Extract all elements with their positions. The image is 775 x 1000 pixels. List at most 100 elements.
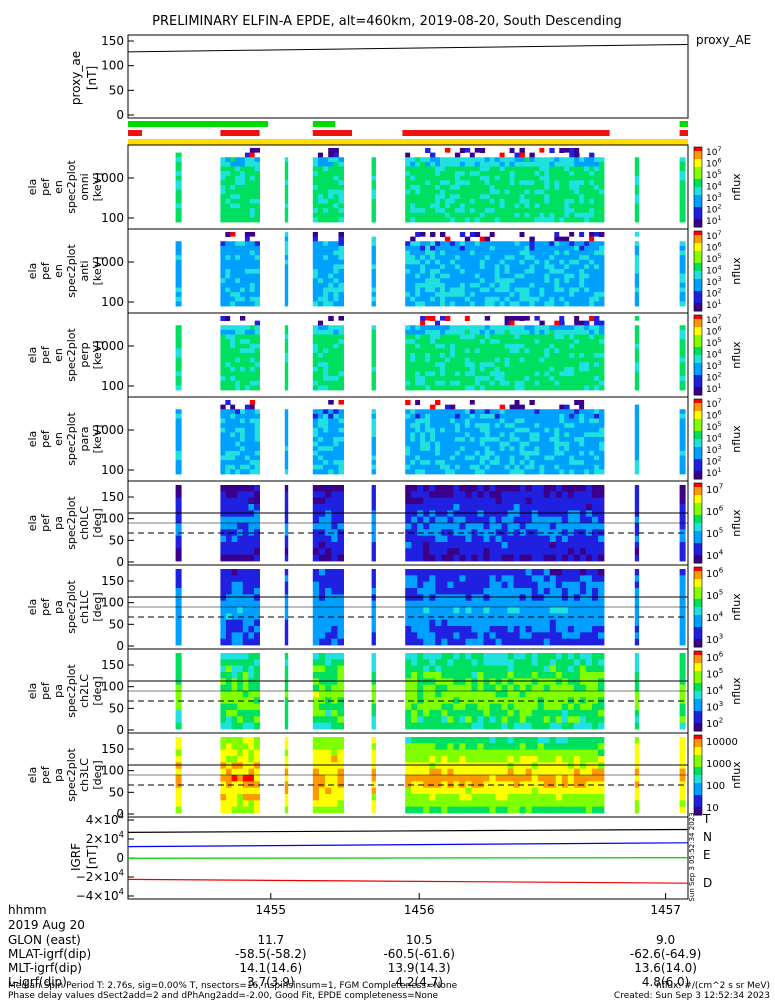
spectrogram-cell [235,278,241,284]
spectrogram-cell [589,418,595,424]
spectrogram-cell [634,432,640,438]
spectrogram-cell [333,385,339,391]
spectrogram-cell [573,554,581,562]
spectrogram-cell [504,161,510,167]
pa-tick-label: 0 [116,555,124,569]
spectrogram-cell [569,343,575,349]
spectrogram-cell [459,504,466,511]
spectrogram-cell [479,460,486,466]
spectrogram-cell [454,241,461,247]
spectrogram-cell [559,161,565,167]
spectrogram-cell [453,594,460,602]
spectrogram-cell [499,217,505,223]
spectrogram-cell [175,189,182,195]
spectrogram-cell [599,423,605,429]
spectrogram-cell [328,264,334,270]
spectrogram-cell [439,282,446,288]
spectrogram-cell [537,581,545,589]
spectrogram-cell [529,418,535,424]
spectrogram-cell [230,203,236,209]
spectrogram-cell [484,259,491,265]
spectrogram-cell [594,339,600,345]
spectrogram-cell [318,510,326,518]
spectrogram-cell [333,366,339,372]
spectrogram-cell [564,180,570,186]
spectrogram-cell [483,516,490,524]
spectrogram-cell [312,441,319,447]
spectrogram-cell [225,282,231,288]
spectrogram-cell [574,282,580,288]
spectrogram-cell [430,325,436,331]
spectrogram-cell [531,497,539,505]
spectrogram-cell [444,278,451,284]
spectrogram-cell [323,423,329,429]
spectrogram-cell [284,665,289,673]
spectrogram-cell [584,212,590,218]
spectrogram-cell [226,665,232,673]
spectrogram-cell [599,437,605,443]
spectrogram-cell [574,287,580,293]
spectrogram-cell [254,282,260,288]
spectrogram-cell [459,175,466,181]
spectrogram-cell [501,554,509,562]
spectrogram-cell [559,357,565,363]
spectrogram-cell [225,329,231,335]
spectrogram-cell [584,348,590,354]
spectrogram-cell [531,523,539,530]
spectrogram-cell [449,212,456,218]
spectrogram-cell [323,460,329,466]
spectrogram-cell [504,259,510,265]
spectrogram-cell [254,366,260,372]
spectrogram-cell [519,232,525,238]
spectrogram-cell [499,455,505,461]
spectrogram-cell [337,626,344,633]
spectrogram-cell [175,385,182,391]
spectrogram-cell [469,208,476,214]
spectrogram-cell [235,161,241,167]
spectrogram-cell [249,423,256,429]
spectrogram-cell [430,161,436,167]
spectrogram-cell [323,353,329,359]
spectrogram-cell [317,269,324,275]
spectrogram-cell [474,292,481,298]
spectrogram-cell [559,385,565,391]
spectrogram-cell [317,464,324,470]
spectrogram-cell [573,626,581,633]
spectrogram-cell [524,292,530,298]
spectrogram-cell [471,529,478,537]
spectrogram-cell [254,348,260,354]
spectrogram-cell [244,212,251,218]
spectrogram-cell [175,423,182,429]
spectrogram-cell [249,152,256,158]
spectrogram-cell [483,548,490,556]
spectrogram-cell [230,250,236,256]
spectrogram-cell [539,464,545,470]
spectrogram-cell [444,460,451,466]
spectrogram-cell [507,554,515,562]
spectrogram-cell [220,198,226,204]
spectrogram-cell [411,600,418,608]
spectrogram-cell [634,626,640,633]
spectrogram-cell [489,245,496,251]
spectrogram-cell [175,516,182,524]
spectrogram-cell [312,166,319,172]
spectrogram-cell [504,273,510,279]
spectrogram-cell [231,632,238,640]
spectrogram-cell [554,353,560,359]
spectrogram-cell [175,366,182,372]
spectrogram-cell [477,535,484,543]
spectrogram-cell [479,203,486,209]
spectrogram-cell [569,357,575,363]
spectrogram-cell [405,250,411,256]
spectrogram-cell [244,437,251,443]
spectrogram-cell [415,423,421,429]
spectrogram-cell [226,710,232,717]
spectrogram-cell [284,632,289,640]
spectrogram-cell [634,362,640,368]
spectrogram-cell [567,497,575,505]
spectrogram-cell [226,619,232,627]
spectrogram-cell [504,353,510,359]
spectrogram-cell [469,418,476,424]
spectrogram-cell [514,255,520,261]
spectrogram-cell [634,353,640,359]
